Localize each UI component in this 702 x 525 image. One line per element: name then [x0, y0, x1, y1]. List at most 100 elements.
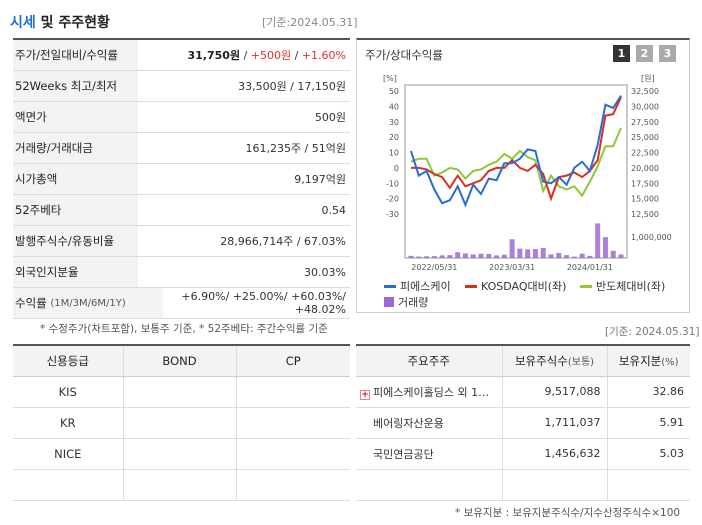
info-label: 액면가: [13, 102, 138, 132]
legend-swatch: [580, 284, 592, 288]
col-header: BOND: [122, 345, 236, 377]
legend-label: 거래량: [398, 296, 429, 309]
holder-shares: 1,456,632: [501, 438, 607, 470]
semiconductor-relative-line: [410, 127, 622, 198]
chart-page-3-button[interactable]: 3: [659, 45, 676, 62]
right-tick-label: 17,500: [631, 179, 659, 188]
cell: NICE: [13, 438, 123, 470]
left-tick-label: 0: [394, 164, 399, 173]
volume-bar: [548, 254, 554, 258]
volume-bar: [532, 249, 538, 258]
right-tick-label: 12,500: [631, 210, 659, 219]
info-value: 28,966,714주 / 67.03%: [220, 235, 346, 248]
col-header-main: 보유지분: [618, 353, 662, 368]
stock-price-line: [410, 95, 622, 208]
legend-label: 반도체대비(좌): [596, 280, 666, 293]
table-row: KIS: [13, 376, 350, 408]
volume-bar: [571, 256, 577, 258]
volume-bar: [595, 223, 601, 258]
col-header-sub: (보통): [567, 356, 595, 368]
volume-bar: [517, 248, 523, 258]
volume-bar: [431, 256, 437, 258]
volume-bar: [556, 252, 562, 258]
title-accent: 시세: [10, 15, 36, 31]
chart-title: 주가/상대수익률: [365, 48, 443, 62]
holder-name: 베어링자산운용: [356, 407, 502, 439]
cell: [122, 376, 236, 408]
left-tick-label: 40: [389, 102, 399, 111]
table-row: KR: [13, 407, 350, 439]
left-tick-label: -30: [386, 210, 399, 219]
info-row: 거래량/거래대금 161,235주 / 51억원: [13, 133, 350, 164]
cell: [122, 438, 236, 470]
chart-page-2-button[interactable]: 2: [636, 45, 653, 62]
volume-bar: [525, 249, 531, 258]
table-row: [13, 469, 350, 501]
left-tick-label: -10: [386, 179, 399, 188]
cell: [122, 469, 236, 501]
right-tick-label: 25,000: [631, 133, 659, 142]
chart-page-1-button[interactable]: 1: [613, 45, 630, 62]
section-title: 시세 및 주주현황: [10, 12, 110, 32]
volume-bar: [455, 252, 461, 258]
legend-volume: 거래량: [384, 294, 428, 310]
volume-bar: [478, 253, 484, 258]
right-tick-label: 15,000: [631, 195, 659, 204]
volume-tick-label: 1,000,000: [631, 233, 672, 242]
returns-label: 수익률: [15, 296, 47, 310]
volume-bar: [416, 256, 422, 258]
info-value: 500원: [314, 111, 346, 124]
holder-name-text: 피에스케이홀딩스 외 1…: [373, 385, 490, 399]
cell: [235, 469, 350, 501]
volume-bar: [447, 255, 453, 258]
legend-swatch: [465, 284, 477, 288]
left-tick-label: 10: [389, 149, 399, 158]
left-tick-label: -20: [386, 195, 399, 204]
holder-pct: [606, 469, 690, 501]
info-row: 액면가 500원: [13, 102, 350, 133]
stock-chart: [%] [원] 50 40 30 20 10 0 -10 -20 -30 32,500 30,000 27…: [383, 74, 672, 272]
holder-shares: [501, 469, 607, 501]
info-label: 주가/전일대비/수익률: [13, 40, 138, 70]
info-label: 수익률 (1M/3M/6M/1Y): [13, 288, 163, 318]
col-header: CP: [235, 345, 350, 377]
legend-semi: 반도체대비(좌): [580, 278, 665, 294]
x-tick-label: 2022/05/31: [411, 263, 457, 272]
legend-swatch: [384, 297, 394, 307]
chart-panel: 주가/상대수익률 1 2 3 [%] [원] 50 40 30 20 10 0 -10 -20 -3…: [356, 38, 690, 313]
left-tick-label: 20: [389, 133, 399, 142]
col-header: 보유주식수(보통): [501, 345, 607, 377]
volume-bar: [540, 247, 546, 258]
info-label: 52Weeks 최고/최저: [13, 71, 138, 101]
x-tick-label: 2024/01/31: [567, 263, 613, 272]
footnote-holders: * 보유지분 : 보유지분주식수/지수산정주식수×100: [455, 507, 681, 519]
col-header: 주요주주: [356, 345, 502, 377]
legend-label: 피에스케이: [400, 280, 451, 293]
volume-bar: [618, 254, 624, 258]
returns-value: +6.90%/ +25.00%/ +60.03%/ +48.02%: [181, 290, 346, 316]
right-unit-label: [원]: [641, 74, 655, 83]
table-row: 국민연금공단 1,456,632 5.03: [356, 438, 690, 470]
volume-bar: [564, 255, 570, 258]
plot-frame: [404, 84, 628, 259]
volume-bar: [424, 256, 430, 258]
right-tick-label: 30,000: [631, 102, 659, 111]
info-value: 0.54: [321, 203, 347, 217]
price-info-table: 주가/전일대비/수익률 31,750원 / +500원 / +1.60% 52W…: [13, 38, 350, 319]
table-row: + 피에스케이홀딩스 외 1… 9,517,088 32.86: [356, 376, 690, 408]
holder-shares: 9,517,088: [501, 376, 607, 408]
info-row-returns: 수익률 (1M/3M/6M/1Y) +6.90%/ +25.00%/ +60.0…: [13, 288, 350, 319]
info-value: 30.03%: [304, 265, 346, 279]
volume-bar: [470, 254, 476, 258]
holder-pct: 32.86: [606, 376, 690, 408]
holder-name[interactable]: + 피에스케이홀딩스 외 1…: [356, 376, 502, 408]
volume-bar: [408, 255, 414, 258]
returns-sublabel: (1M/3M/6M/1Y): [50, 297, 126, 309]
info-label: 시가총액: [13, 164, 138, 194]
left-tick-label: 50: [389, 87, 399, 96]
info-row: 시가총액 9,197억원: [13, 164, 350, 195]
expand-plus-icon[interactable]: +: [360, 389, 370, 400]
holder-pct: 5.03: [606, 438, 690, 470]
right-tick-label: 20,000: [631, 164, 659, 173]
info-label: 거래량/거래대금: [13, 133, 138, 163]
